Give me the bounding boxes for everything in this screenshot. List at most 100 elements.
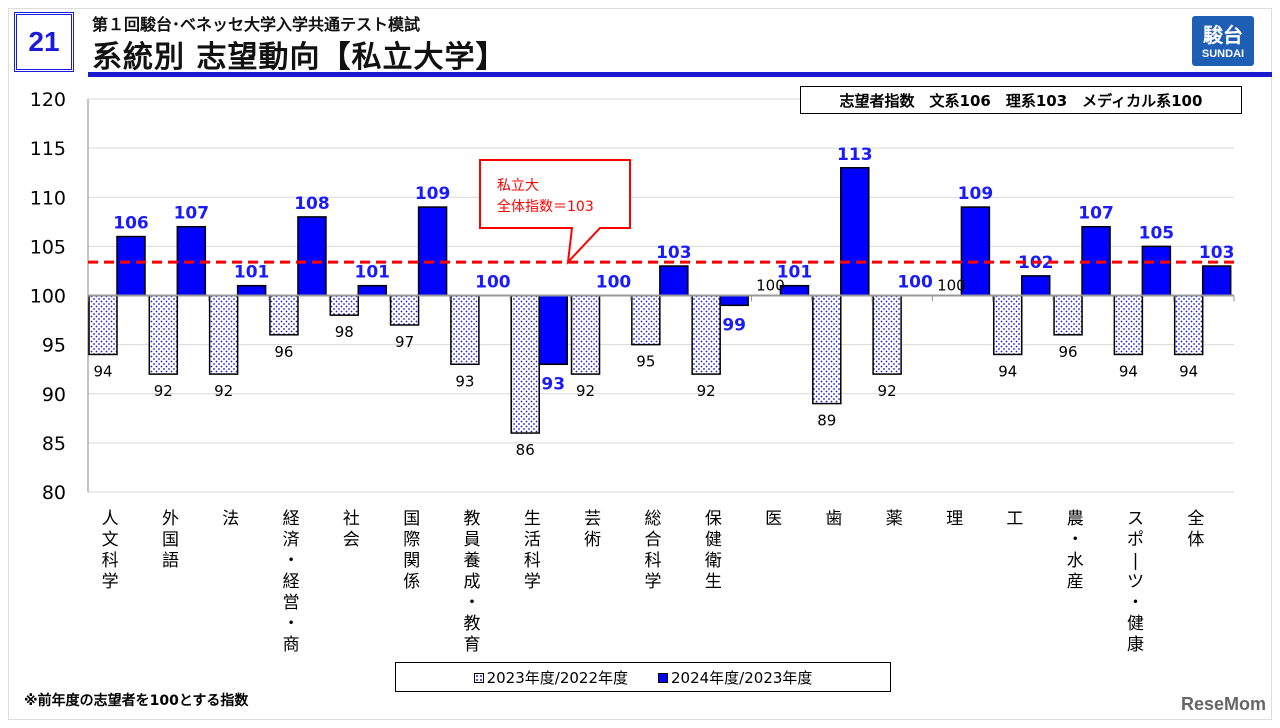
category-label-char: 生 — [705, 572, 722, 592]
bar-2023 — [1173, 294, 1204, 356]
bar-2023 — [510, 294, 540, 434]
category-label-char: 体 — [1187, 530, 1204, 550]
data-label-2024: 100 — [475, 273, 511, 293]
y-tick-label: 115 — [30, 138, 66, 160]
data-label-2024: 109 — [958, 184, 994, 204]
data-label-2024: 101 — [355, 263, 391, 283]
y-tick-label: 105 — [30, 236, 66, 258]
bar-2023 — [148, 294, 179, 375]
data-label-2023: 86 — [516, 441, 535, 459]
bar-2024 — [357, 284, 388, 297]
legend-swatch-solid — [658, 673, 668, 683]
data-label-2024: 103 — [656, 243, 692, 263]
data-label-2023: 93 — [455, 372, 474, 390]
data-label-2023: 92 — [154, 382, 173, 400]
category-label-char: 生 — [524, 509, 541, 529]
category-label-char: 会 — [343, 530, 360, 550]
y-tick-label: 95 — [42, 335, 66, 357]
bar-2023 — [329, 294, 360, 316]
bar-2023 — [88, 294, 118, 356]
bar-2024 — [297, 216, 327, 297]
category-label-char: 学 — [524, 572, 541, 592]
category-label-char: 営 — [283, 593, 300, 613]
data-label-2023: 96 — [274, 343, 293, 361]
y-tick-label: 100 — [30, 286, 66, 308]
category-label-char: ・ — [283, 551, 300, 571]
bar-2024 — [538, 294, 568, 366]
category-label-char: ス — [1127, 509, 1144, 529]
category-label-char: 学 — [645, 572, 662, 592]
bar-2023 — [1053, 294, 1083, 336]
category-label-char: 国 — [403, 509, 420, 529]
callout-text-line2: 全体指数＝103 — [497, 198, 594, 215]
data-label-2023: 94 — [1179, 362, 1198, 380]
callout-box — [479, 159, 631, 265]
bar-2024 — [840, 167, 870, 297]
data-label-2023: 92 — [878, 382, 897, 400]
y-tick-label: 110 — [30, 187, 66, 209]
data-label-2023: 92 — [697, 382, 716, 400]
category-label-char: | — [1133, 551, 1139, 571]
category-label-char: 学 — [102, 572, 119, 592]
bar-2024 — [719, 294, 749, 307]
category-label-char: 術 — [584, 530, 601, 550]
category-label-char: 文 — [102, 530, 119, 550]
data-label-2023: 98 — [335, 323, 354, 341]
bar-2024 — [960, 206, 991, 297]
data-label-2024: 93 — [541, 374, 565, 394]
subtitle: 第１回駿台･ベネッセ大学入学共通テスト模試 — [92, 15, 421, 34]
data-label-2023: 89 — [817, 412, 836, 430]
data-label-2024: 107 — [1078, 204, 1114, 224]
data-label-2024: 106 — [113, 214, 149, 234]
data-label-2023: 94 — [998, 362, 1017, 380]
category-label-char: 国 — [162, 530, 179, 550]
data-label-2024: 103 — [1199, 243, 1235, 263]
bar-2024 — [1141, 245, 1172, 297]
index-summary-box: 志望者指数 文系106 理系103 メディカル系100 — [800, 86, 1242, 114]
legend-item-2024: 2024年度/2023年度 — [658, 667, 812, 688]
bar-2024 — [1020, 275, 1051, 297]
data-label-2024: 101 — [234, 263, 270, 283]
category-label-char: ・ — [1127, 593, 1144, 613]
category-label-char: 芸 — [584, 509, 601, 529]
category-label-char: ポ — [1127, 530, 1144, 550]
category-label-char: 合 — [645, 530, 662, 550]
data-label-2023: 97 — [395, 333, 414, 351]
category-label-char: 外 — [162, 509, 179, 529]
category-label-char: 科 — [524, 551, 541, 571]
legend-swatch-dotted — [473, 673, 484, 683]
category-label-char: 経 — [283, 509, 300, 529]
data-label-2024: 100 — [596, 273, 632, 293]
bar-2023 — [269, 294, 299, 336]
data-label-2023: 100 — [756, 277, 785, 295]
y-tick-label: 80 — [42, 482, 66, 504]
legend-item-2023: 2023年度/2022年度 — [473, 667, 628, 688]
data-label-2024: 108 — [294, 194, 330, 214]
category-label-char: 成 — [464, 572, 481, 592]
y-tick-label: 85 — [42, 433, 66, 455]
bar-2023 — [992, 294, 1023, 356]
page-title: 系統別 志望動向【私立大学】 — [92, 40, 507, 75]
category-label-char: 理 — [946, 509, 963, 529]
data-label-2023: 96 — [1059, 343, 1078, 361]
data-label-2023: 92 — [576, 382, 595, 400]
category-label-char: 法 — [222, 509, 239, 529]
category-label-char: 薬 — [886, 509, 903, 529]
category-label-char: 係 — [403, 572, 420, 592]
category-label-char: 衛 — [705, 551, 722, 571]
data-label-2024: 109 — [415, 184, 451, 204]
category-label-char: 医 — [765, 509, 782, 529]
bar-2023 — [208, 294, 239, 375]
category-label-char: 済 — [283, 530, 300, 550]
category-label-char: 関 — [403, 551, 420, 571]
bar-2023 — [872, 294, 902, 375]
category-label-char: 人 — [102, 509, 119, 529]
data-label-2023: 95 — [636, 353, 655, 371]
category-label-char: 際 — [403, 530, 420, 550]
data-label-2024: 107 — [174, 204, 210, 224]
title-rule — [88, 72, 1272, 77]
category-label-char: 員 — [464, 530, 481, 550]
legend: 2023年度/2022年度 2024年度/2023年度 — [395, 662, 891, 692]
data-label-2023: 94 — [93, 362, 112, 380]
bar-2023 — [389, 294, 420, 326]
